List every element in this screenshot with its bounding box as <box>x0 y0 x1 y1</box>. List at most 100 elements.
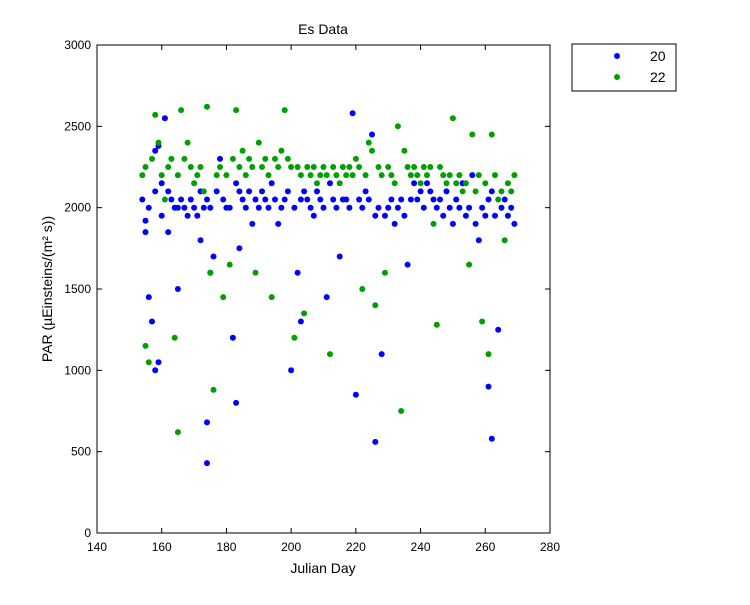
data-point <box>488 435 495 442</box>
data-point <box>372 302 379 309</box>
data-point <box>291 204 298 211</box>
data-point <box>155 139 162 146</box>
data-point <box>184 212 191 219</box>
data-point <box>508 204 515 211</box>
data-point <box>427 164 434 170</box>
data-point <box>149 155 155 162</box>
data-point <box>485 196 492 203</box>
data-point <box>323 294 330 301</box>
data-point <box>488 131 495 138</box>
data-point <box>375 204 382 211</box>
data-point <box>330 196 337 203</box>
data-point <box>294 164 301 170</box>
data-point <box>278 204 285 211</box>
data-point <box>504 180 511 187</box>
data-point <box>446 172 453 179</box>
data-point <box>142 229 149 236</box>
data-point <box>233 180 240 187</box>
data-point <box>275 164 282 170</box>
data-point <box>330 164 337 170</box>
data-point <box>187 196 194 203</box>
data-point <box>207 269 214 276</box>
data-point <box>249 164 256 170</box>
data-point <box>259 164 265 170</box>
data-point <box>391 220 398 227</box>
y-tick-label: 1500 <box>64 282 91 296</box>
data-point <box>275 220 282 227</box>
data-point <box>174 429 181 436</box>
data-point <box>472 220 479 227</box>
data-point <box>453 180 460 187</box>
data-point <box>411 180 418 187</box>
data-point <box>469 131 476 138</box>
y-tick-label: 500 <box>71 445 91 459</box>
data-point <box>236 188 243 195</box>
data-point <box>210 386 217 393</box>
data-point <box>158 180 165 187</box>
data-point <box>394 204 401 211</box>
x-tick-label: 260 <box>475 540 495 554</box>
data-point <box>246 155 253 162</box>
data-point <box>401 147 408 154</box>
data-point <box>217 164 223 170</box>
data-point <box>268 180 275 187</box>
data-point <box>301 188 308 195</box>
data-point <box>440 212 447 219</box>
data-point <box>333 172 340 179</box>
data-point <box>210 253 217 260</box>
data-point <box>388 172 395 179</box>
data-point <box>407 196 414 203</box>
y-tick-label: 2000 <box>64 201 91 215</box>
data-point <box>200 204 207 211</box>
data-point <box>246 188 253 195</box>
x-tick-label: 240 <box>411 540 431 554</box>
data-point <box>449 220 456 227</box>
data-point <box>462 180 469 187</box>
data-point <box>252 196 259 203</box>
data-point <box>349 110 356 117</box>
data-point <box>272 196 278 203</box>
data-point <box>314 180 320 187</box>
data-point <box>178 107 185 114</box>
data-point <box>369 131 375 138</box>
data-point <box>181 204 188 211</box>
data-point <box>226 261 233 268</box>
data-point <box>297 172 304 179</box>
data-point <box>145 204 152 211</box>
data-point <box>194 172 201 179</box>
data-point <box>453 196 460 203</box>
data-point <box>501 196 508 203</box>
data-point <box>204 196 210 203</box>
data-point <box>174 286 181 292</box>
data-point <box>314 188 320 195</box>
data-point <box>449 115 456 122</box>
data-point <box>310 164 317 170</box>
data-point <box>443 188 450 195</box>
x-tick-label: 140 <box>87 540 107 554</box>
data-point <box>297 318 304 325</box>
data-point <box>443 180 450 187</box>
data-point <box>242 204 249 211</box>
x-tick-label: 280 <box>540 540 560 554</box>
data-point <box>284 155 291 162</box>
y-tick-label: 3000 <box>64 38 91 52</box>
data-point <box>479 204 486 211</box>
data-point <box>440 172 447 179</box>
data-point <box>145 294 152 301</box>
data-point <box>466 204 473 211</box>
data-point <box>482 212 489 219</box>
data-point <box>272 155 278 162</box>
data-point <box>485 383 492 390</box>
data-point <box>223 172 230 179</box>
data-point <box>327 180 333 187</box>
data-point <box>352 155 359 162</box>
data-point <box>139 196 146 203</box>
x-tick-label: 160 <box>152 540 172 554</box>
x-axis-ticks: 140 160 180 200 220 240 260 280 <box>87 45 560 554</box>
data-point <box>459 188 466 195</box>
data-point <box>165 229 172 236</box>
data-point <box>385 204 392 211</box>
data-point <box>420 164 427 170</box>
data-point <box>181 155 188 162</box>
